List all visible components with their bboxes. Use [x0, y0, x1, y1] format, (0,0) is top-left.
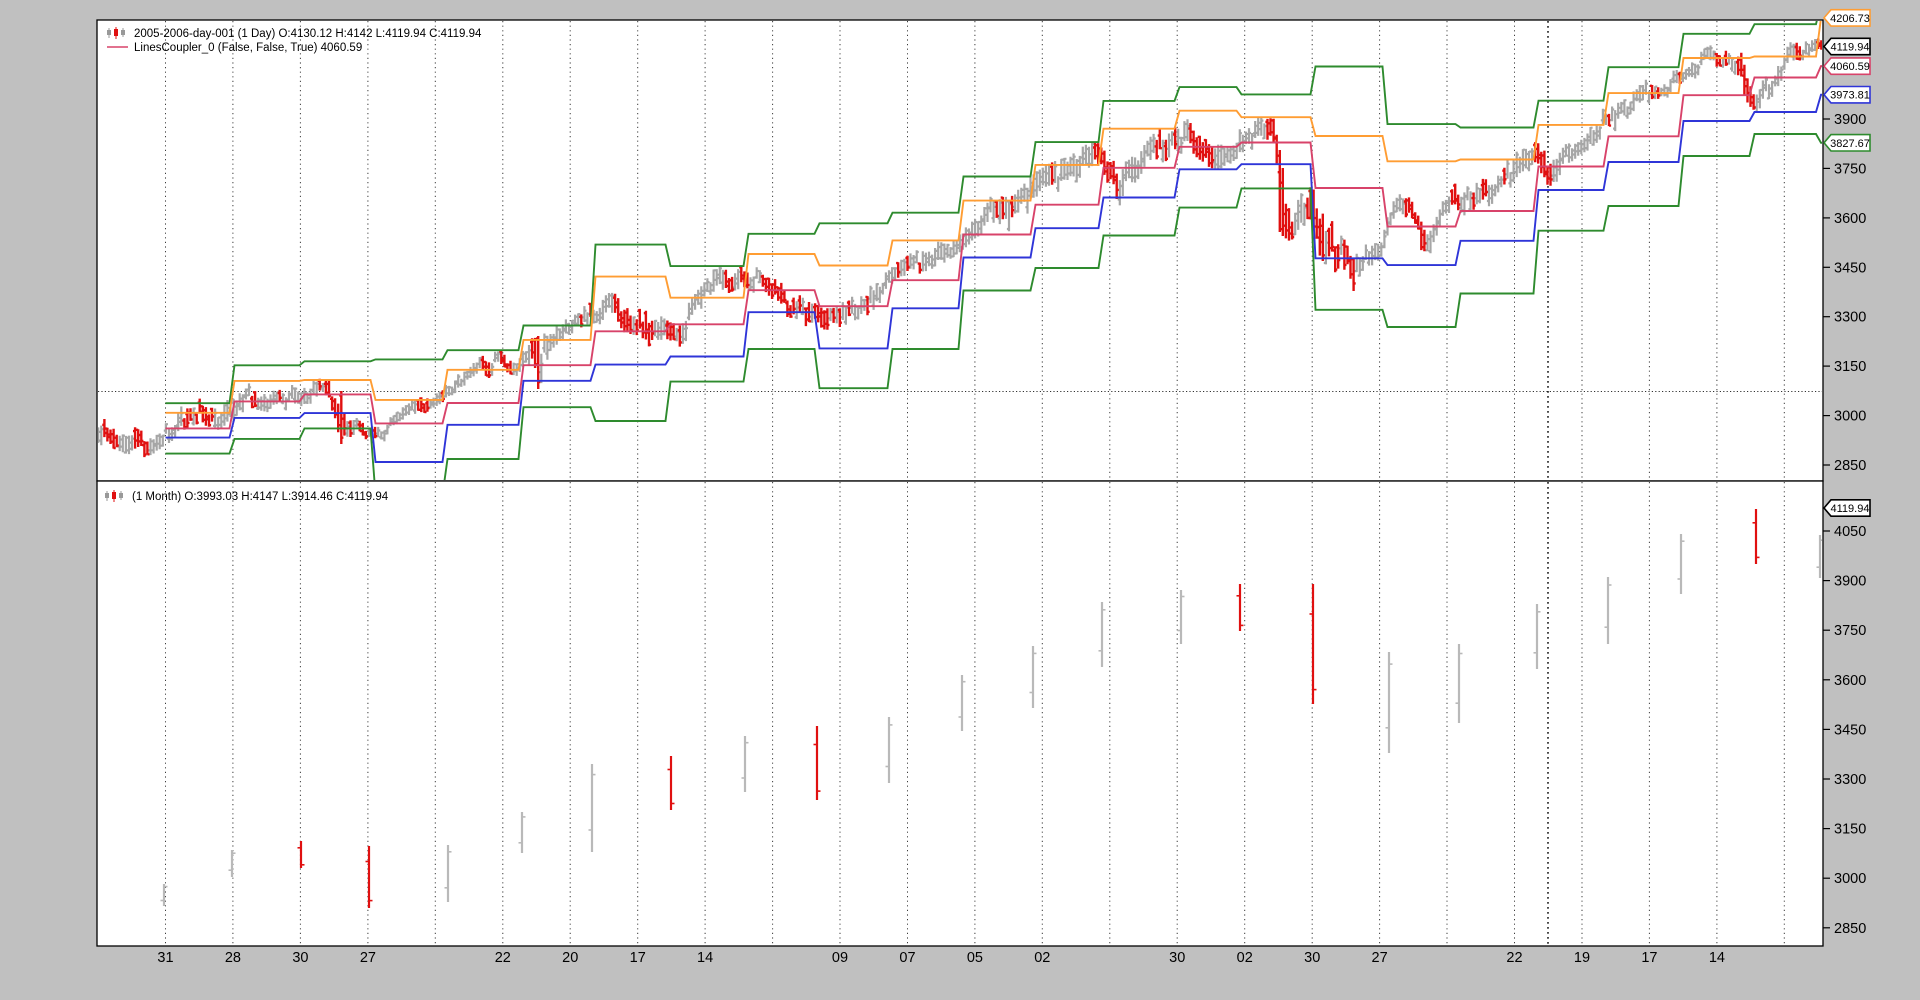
svg-text:(1 Month) O:3993.03 H:4147 L:3: (1 Month) O:3993.03 H:4147 L:3914.46 C:4…: [132, 491, 389, 503]
svg-text:31: 31: [157, 950, 173, 966]
svg-text:07: 07: [899, 950, 915, 966]
svg-text:17: 17: [630, 950, 646, 966]
svg-text:3600: 3600: [1834, 211, 1866, 227]
svg-text:2005-2006-day-001 (1 Day) O:41: 2005-2006-day-001 (1 Day) O:4130.12 H:41…: [134, 28, 482, 40]
svg-text:3450: 3450: [1834, 722, 1866, 738]
svg-text:4060.59: 4060.59: [1830, 61, 1870, 73]
svg-text:4206.73: 4206.73: [1830, 13, 1870, 25]
svg-text:27: 27: [360, 950, 376, 966]
svg-text:LinesCoupler_0 (False, False,: LinesCoupler_0 (False, False, True) 4060…: [134, 42, 362, 54]
svg-text:3300: 3300: [1834, 772, 1866, 788]
svg-text:3450: 3450: [1834, 260, 1866, 276]
svg-text:3750: 3750: [1834, 623, 1866, 639]
svg-text:09: 09: [832, 950, 848, 966]
svg-text:3973.81: 3973.81: [1830, 90, 1870, 102]
svg-text:4119.94: 4119.94: [1831, 42, 1870, 54]
svg-text:27: 27: [1372, 950, 1388, 966]
svg-text:30: 30: [1304, 950, 1320, 966]
svg-text:3000: 3000: [1834, 871, 1866, 887]
svg-text:22: 22: [495, 950, 511, 966]
svg-text:3900: 3900: [1834, 112, 1866, 128]
svg-text:3750: 3750: [1834, 161, 1866, 177]
svg-text:3900: 3900: [1834, 574, 1866, 590]
svg-text:2850: 2850: [1834, 921, 1866, 937]
svg-text:3300: 3300: [1834, 310, 1866, 326]
svg-text:02: 02: [1034, 950, 1050, 966]
svg-text:3150: 3150: [1834, 359, 1866, 375]
svg-text:14: 14: [697, 950, 713, 966]
svg-text:3000: 3000: [1834, 409, 1866, 425]
svg-text:28: 28: [225, 950, 241, 966]
svg-text:3150: 3150: [1834, 822, 1866, 838]
svg-text:4050: 4050: [1834, 524, 1866, 540]
svg-text:30: 30: [292, 950, 308, 966]
svg-text:22: 22: [1506, 950, 1522, 966]
svg-text:4119.94: 4119.94: [1831, 503, 1870, 515]
svg-text:20: 20: [562, 950, 578, 966]
svg-text:2850: 2850: [1834, 458, 1866, 474]
svg-text:3600: 3600: [1834, 673, 1866, 689]
svg-text:05: 05: [967, 950, 983, 966]
svg-text:14: 14: [1709, 950, 1725, 966]
svg-text:3827.67: 3827.67: [1830, 138, 1870, 150]
svg-text:17: 17: [1641, 950, 1657, 966]
svg-text:02: 02: [1237, 950, 1253, 966]
svg-text:19: 19: [1574, 950, 1590, 966]
svg-text:30: 30: [1169, 950, 1185, 966]
